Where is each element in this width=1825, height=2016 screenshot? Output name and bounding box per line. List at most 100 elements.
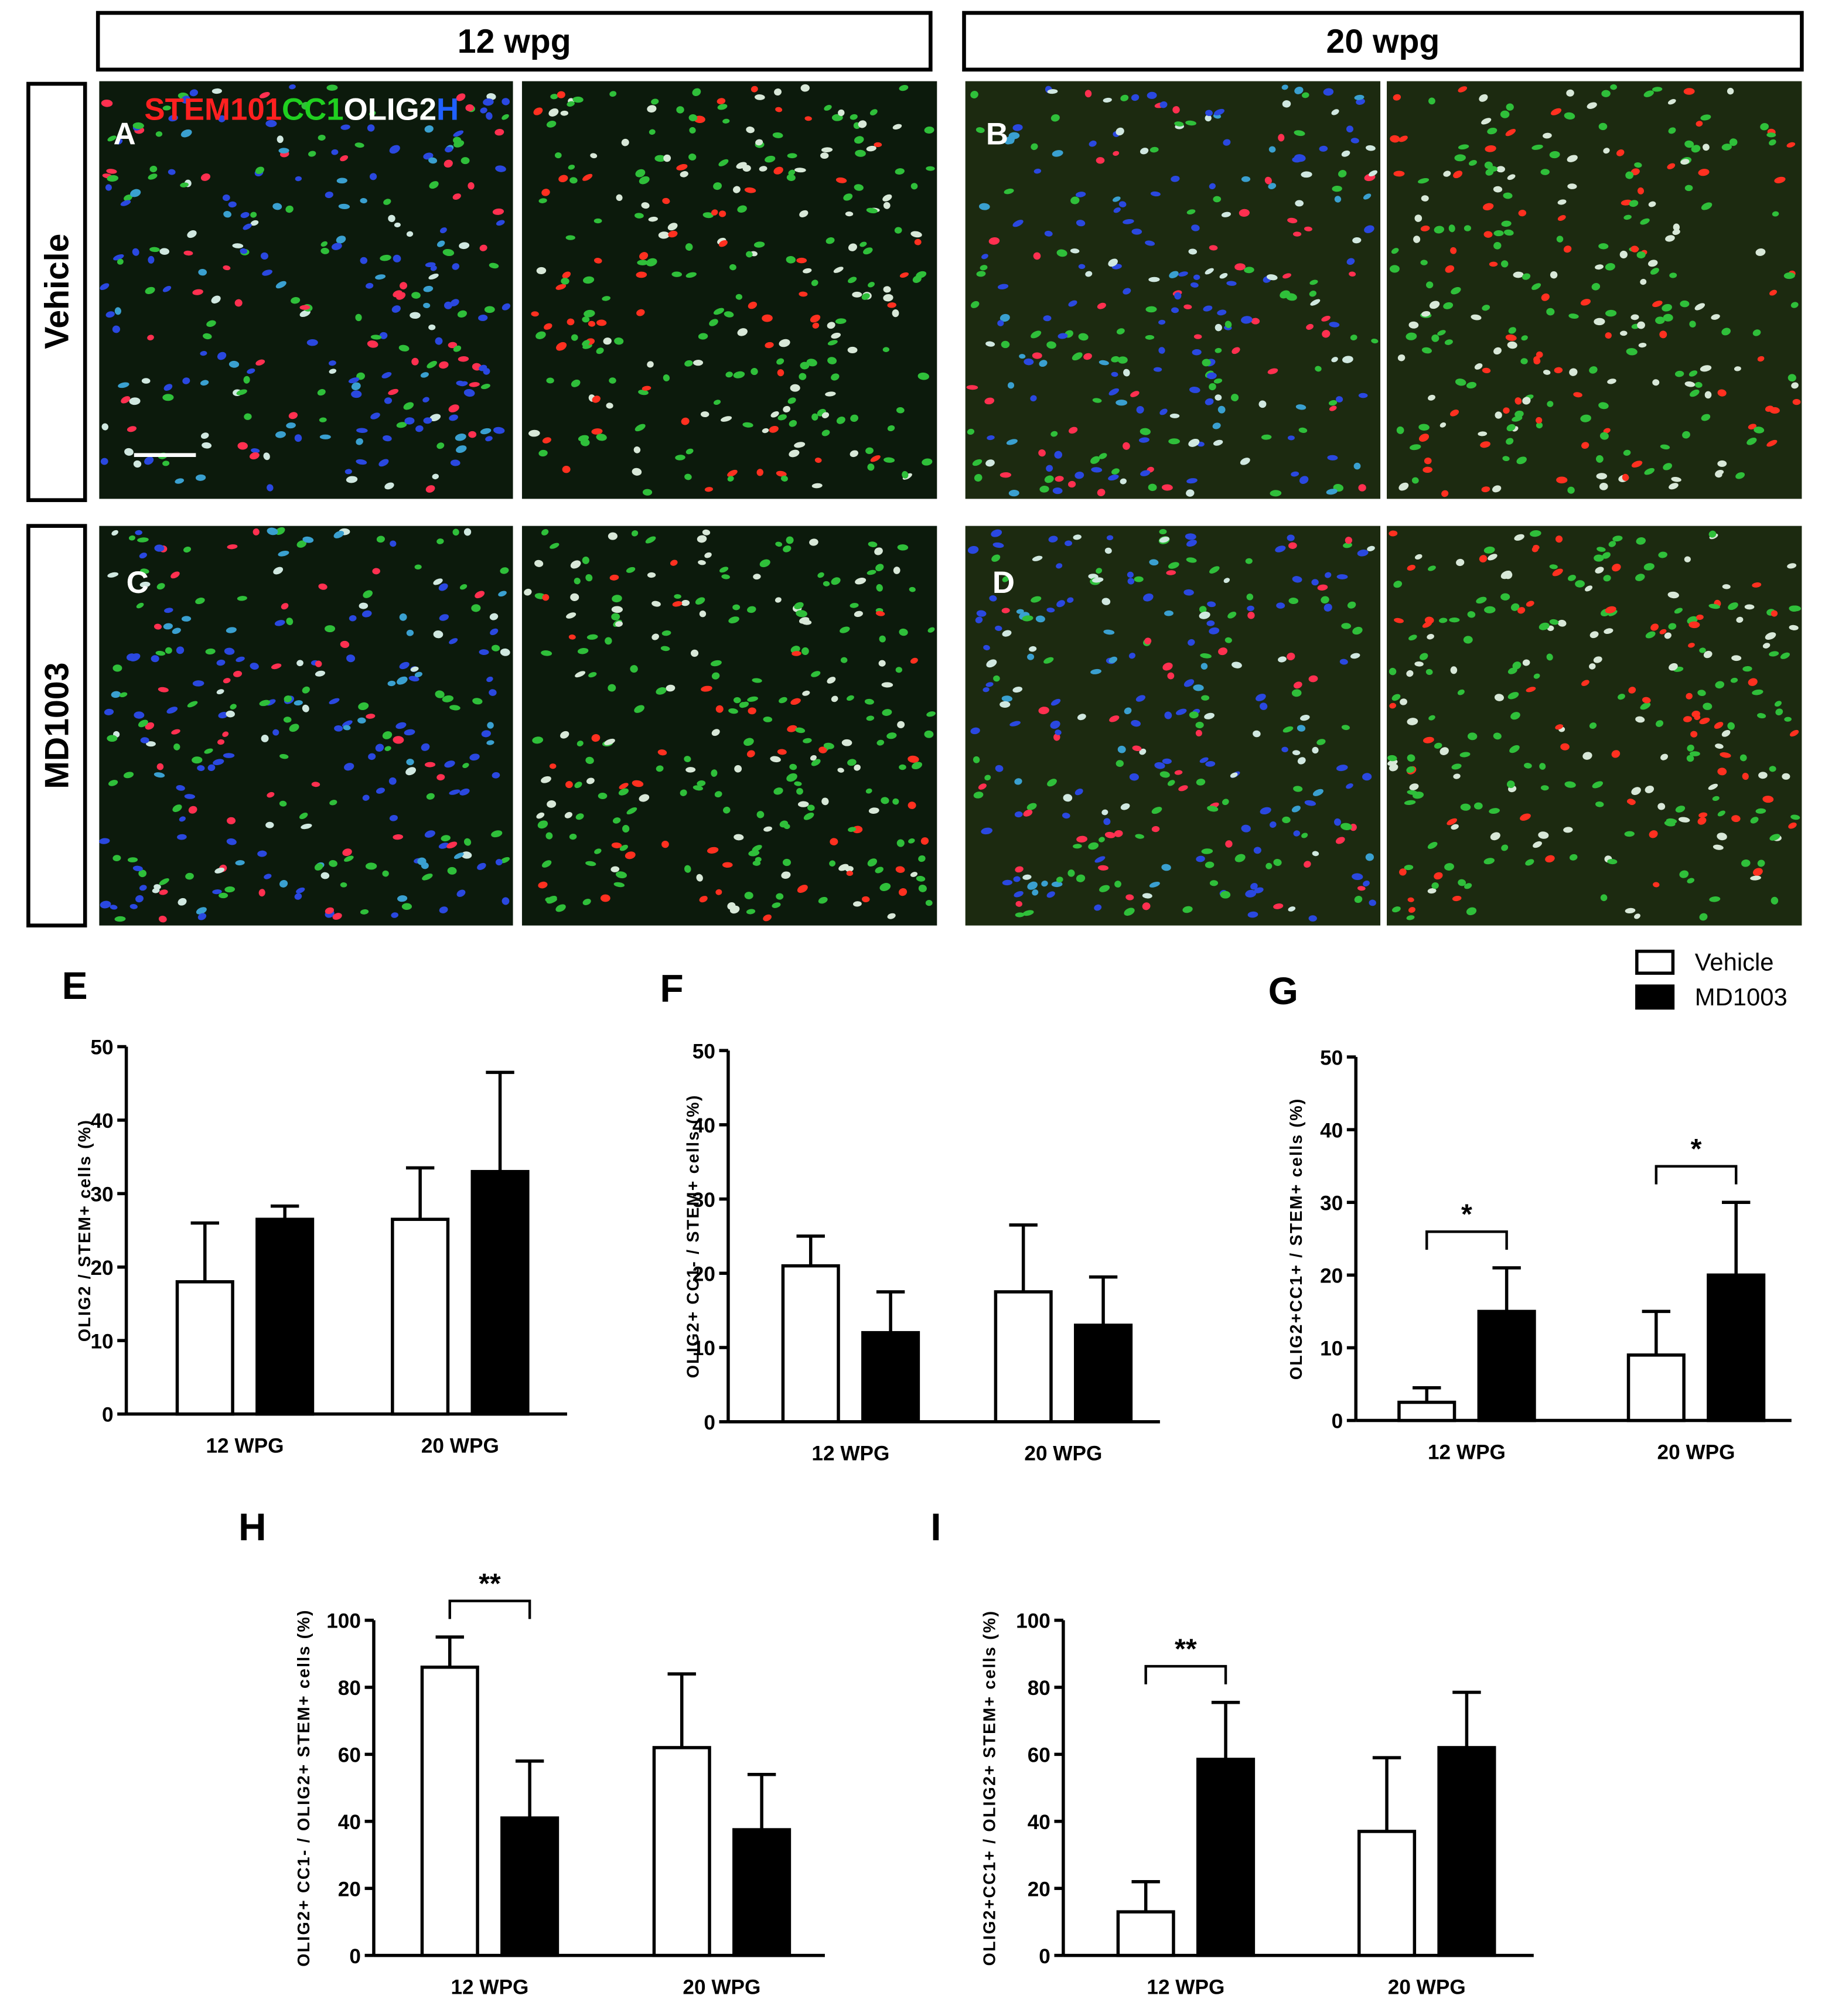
micrograph-background <box>99 526 513 926</box>
cell <box>770 411 779 418</box>
cell <box>1371 338 1379 344</box>
cell <box>1546 308 1555 316</box>
cell <box>1648 201 1656 207</box>
cell <box>1282 100 1291 108</box>
cell <box>1522 659 1530 666</box>
cell <box>621 138 629 146</box>
cell <box>127 857 138 862</box>
cell <box>1291 689 1302 697</box>
cell <box>1301 92 1309 98</box>
cell <box>786 255 796 264</box>
cell <box>568 635 576 640</box>
cell <box>1195 721 1204 729</box>
cell <box>393 834 404 840</box>
cell <box>1531 283 1541 290</box>
cell <box>1015 866 1024 873</box>
cell <box>452 193 461 200</box>
panel-letter: I <box>930 1505 941 1548</box>
cell <box>1164 711 1172 719</box>
cell <box>835 318 847 324</box>
cell <box>1752 868 1763 876</box>
stain-legend: STEM101CC1OLIG2H <box>144 93 459 127</box>
cell <box>1427 888 1437 894</box>
cell <box>647 105 657 113</box>
cell <box>756 469 763 476</box>
cell <box>737 205 747 213</box>
cell <box>1652 87 1663 92</box>
cell <box>728 616 739 623</box>
cell <box>1193 334 1202 339</box>
cell <box>1024 358 1034 366</box>
cell <box>200 351 207 356</box>
cell <box>803 812 814 820</box>
cell <box>1473 802 1483 810</box>
bar <box>420 1665 479 1957</box>
cell <box>1251 318 1260 325</box>
cell <box>258 889 265 897</box>
cell <box>823 581 830 586</box>
micrograph-background <box>99 81 513 499</box>
cell <box>713 400 721 405</box>
cell <box>267 527 278 535</box>
cell <box>1700 114 1711 121</box>
cell <box>479 364 487 371</box>
cell <box>260 252 268 260</box>
cell <box>684 473 692 480</box>
cell <box>100 283 110 291</box>
cell <box>854 136 864 144</box>
cell <box>908 838 915 844</box>
cell <box>1549 564 1558 569</box>
cell <box>591 734 601 742</box>
cell <box>1186 478 1198 484</box>
cell <box>1423 466 1433 473</box>
cell <box>1521 335 1528 341</box>
cell <box>449 414 458 421</box>
cell <box>1638 343 1647 348</box>
cell <box>1340 823 1352 831</box>
cell <box>124 195 132 202</box>
cell <box>469 382 480 387</box>
cell <box>925 899 933 906</box>
cell <box>357 717 366 724</box>
cell <box>399 282 408 289</box>
cell <box>1596 455 1604 463</box>
cell <box>1341 725 1350 731</box>
cell <box>713 308 724 315</box>
cell <box>631 530 639 537</box>
cell <box>1204 712 1215 719</box>
cell <box>1001 695 1013 702</box>
cell <box>1035 615 1045 623</box>
cell <box>278 148 289 153</box>
cell <box>1731 655 1742 661</box>
cell <box>1667 99 1676 105</box>
cell <box>721 574 730 579</box>
bar <box>175 1280 234 1416</box>
cell <box>1312 851 1319 857</box>
cell <box>1245 889 1257 898</box>
cell <box>566 612 577 619</box>
cell <box>138 869 147 878</box>
cell <box>1148 277 1160 282</box>
cell <box>1019 354 1026 359</box>
cell <box>1413 236 1421 243</box>
cell <box>1634 913 1640 919</box>
cell <box>1259 702 1268 710</box>
cell <box>1261 434 1272 440</box>
cell <box>1103 97 1112 103</box>
cell <box>1113 196 1121 202</box>
cell <box>384 482 394 490</box>
cell <box>159 889 168 895</box>
cell <box>1563 827 1573 833</box>
cell <box>367 340 378 348</box>
cell <box>289 84 296 90</box>
cell <box>583 276 595 284</box>
cell <box>1347 601 1356 609</box>
cell <box>1790 302 1799 308</box>
cell <box>336 236 346 244</box>
cell <box>632 780 644 787</box>
cell <box>1643 90 1654 97</box>
y-tick-label: 0 <box>1332 1410 1343 1433</box>
cell <box>1148 483 1157 492</box>
cell <box>1510 603 1520 611</box>
cell <box>183 250 193 256</box>
